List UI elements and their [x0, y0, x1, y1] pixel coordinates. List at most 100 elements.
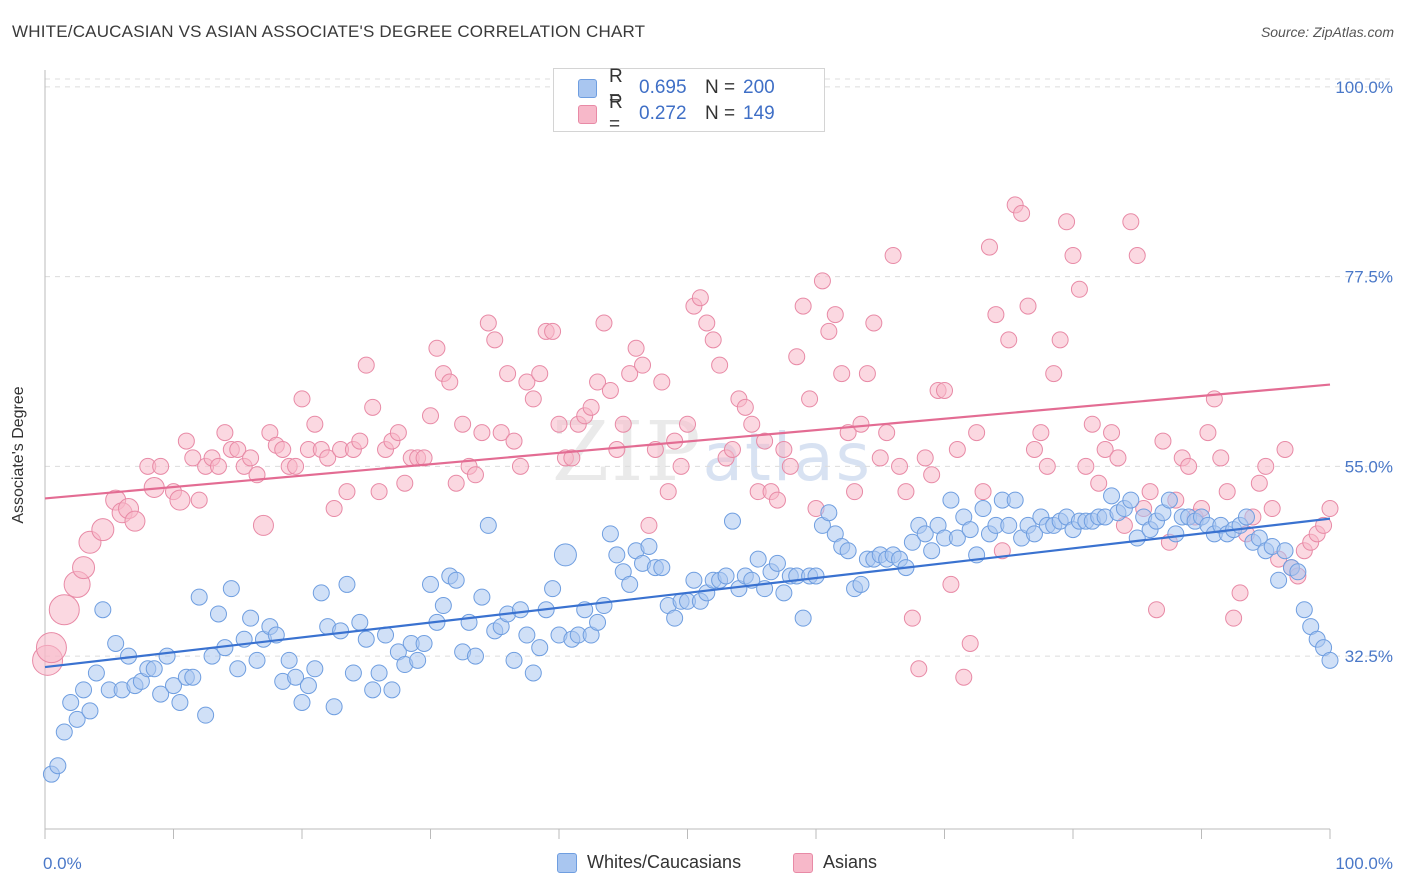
asian-point	[190, 491, 208, 509]
asian-point	[1225, 609, 1243, 627]
white-point	[415, 634, 433, 652]
asian-point	[1077, 457, 1095, 475]
asian-point	[1090, 474, 1108, 492]
asian-point	[1051, 331, 1069, 349]
asian-point	[35, 632, 67, 664]
asian-point	[466, 466, 484, 484]
white-point	[306, 660, 324, 678]
white-point	[961, 521, 979, 539]
asian-point	[846, 483, 864, 501]
asian-point	[858, 365, 876, 383]
asian-point	[473, 424, 491, 442]
asian-point	[1000, 331, 1018, 349]
asian-point	[891, 457, 909, 475]
white-point	[81, 702, 99, 720]
asian-point	[169, 489, 191, 511]
bottom-legend-whites: Whites/Caucasians	[557, 852, 741, 873]
asian-point	[608, 441, 626, 458]
asian-point	[364, 398, 382, 416]
asian-point	[505, 432, 523, 450]
asian-point	[274, 441, 292, 458]
white-point	[364, 681, 382, 699]
asian-point	[1013, 204, 1031, 222]
asian-point	[1257, 457, 1275, 475]
white-point	[923, 542, 941, 560]
asian-point	[813, 272, 831, 290]
white-point	[1295, 601, 1313, 619]
asian-point	[980, 238, 998, 256]
asian-point	[723, 441, 741, 458]
white-point	[942, 491, 960, 509]
white-point	[1167, 525, 1185, 543]
asian-point	[518, 373, 536, 391]
source-label: Source: ZipAtlas.com	[1260, 24, 1394, 40]
white-point	[589, 613, 607, 631]
asian-point	[252, 514, 274, 536]
chart-title: WHITE/CAUCASIAN VS ASIAN ASSOCIATE'S DEG…	[12, 22, 646, 41]
asian-point	[1321, 500, 1339, 518]
asian-point	[1154, 432, 1172, 450]
white-point	[184, 668, 202, 686]
white-point	[717, 567, 735, 585]
white-point	[518, 626, 536, 644]
white-point	[640, 537, 658, 555]
asian-point	[1064, 247, 1082, 265]
white-point	[152, 685, 170, 703]
white-point	[653, 559, 671, 577]
asian-point	[48, 594, 80, 626]
white-point	[68, 710, 86, 728]
white-point	[222, 580, 240, 598]
white-point	[666, 609, 684, 627]
white-point	[55, 723, 73, 741]
asian-point	[736, 398, 754, 416]
asian-point	[1218, 483, 1236, 501]
asian-point	[184, 449, 202, 467]
asian-point	[422, 407, 439, 425]
asian-point	[511, 457, 529, 475]
white-point	[1237, 508, 1255, 526]
legend-r-value: 0.695	[639, 77, 687, 98]
bottom-legend-label-asians: Asians	[823, 852, 878, 872]
y-tick-label: 32.5%	[1345, 647, 1393, 666]
white-point	[1321, 651, 1339, 669]
white-point	[422, 575, 439, 593]
asian-point	[531, 365, 549, 383]
asian-point	[852, 415, 870, 433]
asian-point	[1096, 441, 1114, 458]
asian-point	[974, 483, 992, 501]
white-point	[1103, 487, 1121, 505]
asian-point	[370, 483, 388, 501]
asian-point	[454, 415, 472, 433]
asian-point	[923, 466, 941, 484]
asian-point	[209, 457, 227, 475]
asian-point	[229, 441, 247, 458]
trend-line-whites	[44, 517, 1331, 669]
asian-point	[1058, 213, 1076, 231]
asian-point	[177, 432, 195, 450]
asian-point	[492, 424, 510, 442]
asian-point	[486, 331, 504, 349]
white-point	[344, 664, 362, 682]
legend-swatch-asians	[578, 104, 597, 124]
y-tick-label: 77.5%	[1345, 268, 1393, 287]
asian-point	[993, 542, 1011, 560]
white-point	[1289, 563, 1307, 581]
asian-point	[826, 306, 844, 324]
white-point	[903, 533, 921, 551]
white-point	[1006, 491, 1024, 509]
white-point	[1270, 571, 1288, 589]
white-point	[544, 580, 562, 598]
white-point	[595, 597, 613, 615]
white-point	[409, 651, 427, 669]
bottom-legend-label-whites: Whites/Caucasians	[587, 852, 742, 872]
white-point	[338, 575, 356, 593]
asian-point	[903, 609, 921, 627]
white-point	[107, 634, 125, 652]
asian-point	[1025, 441, 1043, 458]
bottom-legend-asians: Asians	[793, 852, 877, 873]
asian-point	[659, 483, 677, 501]
white-point	[165, 677, 182, 695]
white-point	[49, 757, 67, 775]
asian-point	[627, 339, 645, 357]
white-point	[332, 622, 350, 640]
